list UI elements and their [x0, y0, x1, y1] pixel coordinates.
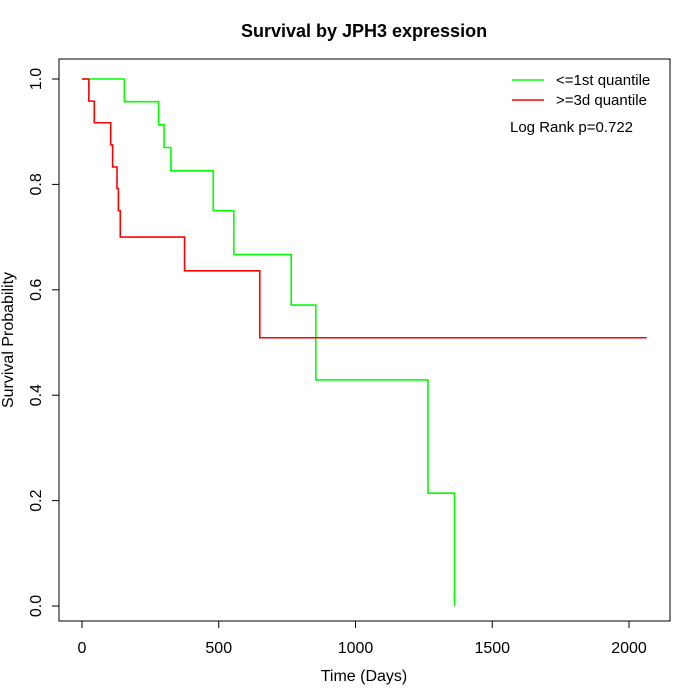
x-axis: 0 500 1000 1500 2000	[78, 621, 647, 657]
legend-label-0: <=1st quantile	[556, 72, 650, 89]
y-axis-label: Survival Probability	[0, 272, 17, 408]
series-line-1	[82, 78, 647, 339]
legend-label-1: >=3d quantile	[556, 92, 647, 109]
series-layer	[82, 78, 647, 606]
y-axis: 0.0 0.2 0.4 0.6 0.8 1.0	[28, 68, 59, 617]
x-tick-label: 2000	[611, 640, 647, 657]
y-tick-label: 0.4	[28, 384, 45, 406]
legend: <=1st quantile >=3d quantile	[512, 72, 650, 109]
log-rank-annotation: Log Rank p=0.722	[510, 119, 633, 136]
x-tick-label: 0	[78, 640, 87, 657]
y-tick-label: 0.0	[28, 595, 45, 617]
x-tick-label: 1500	[474, 640, 510, 657]
series-line-0	[82, 78, 456, 606]
x-axis-label: Time (Days)	[321, 668, 408, 685]
chart-title: Survival by JPH3 expression	[241, 21, 487, 41]
x-tick-label: 500	[205, 640, 232, 657]
y-tick-label: 1.0	[28, 68, 45, 90]
x-tick-label: 1000	[338, 640, 374, 657]
plot-frame	[58, 58, 671, 622]
y-tick-label: 0.6	[28, 279, 45, 301]
y-tick-label: 0.2	[28, 489, 45, 511]
y-tick-label: 0.8	[28, 173, 45, 195]
